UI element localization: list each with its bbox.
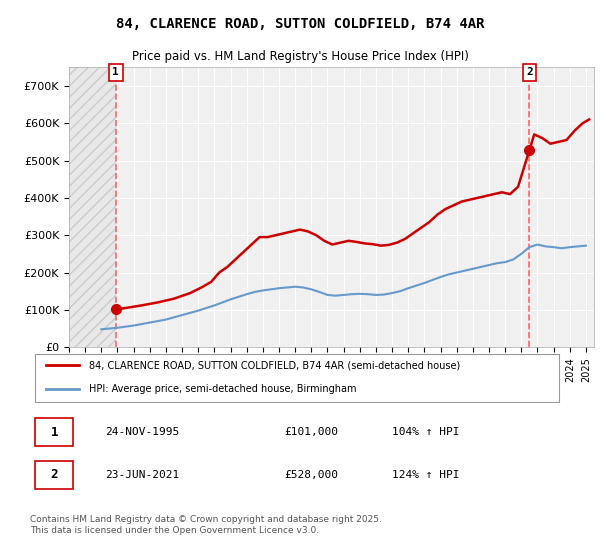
Text: £101,000: £101,000 bbox=[284, 427, 338, 437]
Bar bbox=[69, 67, 116, 347]
FancyBboxPatch shape bbox=[35, 461, 73, 488]
Text: £528,000: £528,000 bbox=[284, 470, 338, 480]
Text: Price paid vs. HM Land Registry's House Price Index (HPI): Price paid vs. HM Land Registry's House … bbox=[131, 50, 469, 63]
FancyBboxPatch shape bbox=[35, 354, 559, 402]
Text: 124% ↑ HPI: 124% ↑ HPI bbox=[392, 470, 460, 480]
Text: 84, CLARENCE ROAD, SUTTON COLDFIELD, B74 4AR (semi-detached house): 84, CLARENCE ROAD, SUTTON COLDFIELD, B74… bbox=[89, 361, 461, 370]
Text: HPI: Average price, semi-detached house, Birmingham: HPI: Average price, semi-detached house,… bbox=[89, 384, 357, 394]
Text: 23-JUN-2021: 23-JUN-2021 bbox=[106, 470, 180, 480]
Text: 24-NOV-1995: 24-NOV-1995 bbox=[106, 427, 180, 437]
Text: 2: 2 bbox=[526, 67, 533, 77]
Text: 84, CLARENCE ROAD, SUTTON COLDFIELD, B74 4AR: 84, CLARENCE ROAD, SUTTON COLDFIELD, B74… bbox=[116, 17, 484, 31]
Text: 2: 2 bbox=[50, 468, 58, 481]
Text: Contains HM Land Registry data © Crown copyright and database right 2025.
This d: Contains HM Land Registry data © Crown c… bbox=[30, 515, 382, 535]
Text: 1: 1 bbox=[50, 426, 58, 438]
FancyBboxPatch shape bbox=[35, 418, 73, 446]
Text: 1: 1 bbox=[112, 67, 119, 77]
Text: 104% ↑ HPI: 104% ↑ HPI bbox=[392, 427, 460, 437]
